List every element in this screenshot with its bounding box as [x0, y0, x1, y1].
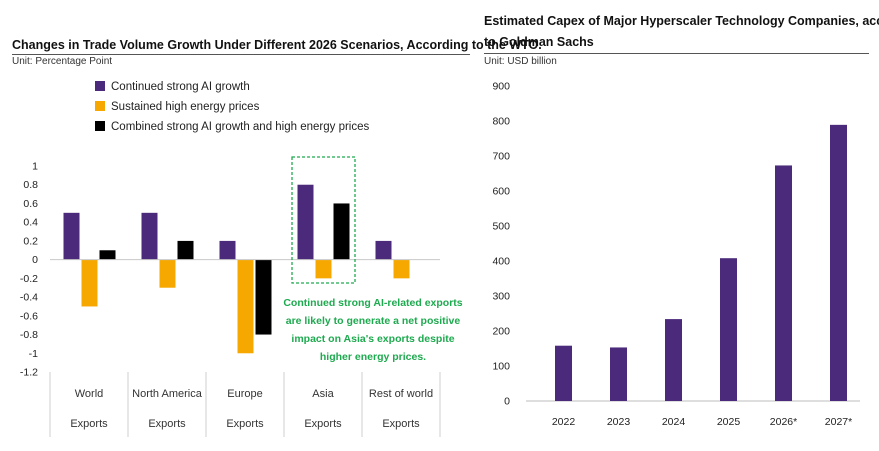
y-tick-label: 400	[492, 256, 510, 268]
x-category-label: 2023	[607, 416, 631, 428]
legend-swatch-energy-prices	[95, 100, 105, 111]
y-tick-label: -1.2	[20, 367, 38, 379]
legend-label-ai-growth: Continued strong AI growth	[111, 81, 250, 93]
bar-combined	[255, 259, 272, 335]
bar-energy-prices	[393, 259, 410, 279]
capex-bar-chart: 900 800 700 600 500 400 300 200 100 0 2022 2023 2024…	[492, 81, 860, 428]
y-tick-label: 1	[32, 161, 38, 173]
bar-capex	[665, 319, 682, 401]
y-tick-label: 300	[492, 291, 510, 303]
legend-swatch-combined	[95, 120, 105, 131]
x-category-label: Exports	[382, 418, 420, 430]
y-tick-label: -0.8	[20, 329, 38, 341]
left-title-underline	[12, 54, 470, 55]
bar-energy-prices	[159, 259, 176, 288]
y-tick-label: 600	[492, 186, 510, 198]
bar-combined	[99, 250, 116, 260]
bar-capex	[610, 347, 627, 401]
bar-capex	[720, 258, 737, 401]
y-tick-label: -1	[29, 348, 38, 360]
y-tick-label: 500	[492, 221, 510, 233]
legend-item-combined: Combined strong AI growth and high energ…	[95, 120, 370, 135]
bar-ai-growth	[63, 212, 80, 260]
bar-capex	[775, 165, 792, 401]
x-category-label: Europe	[227, 388, 262, 400]
y-tick-label: 700	[492, 151, 510, 163]
x-category-label: Exports	[70, 418, 108, 430]
bar-combined	[333, 203, 350, 260]
right-chart-title-line2: to Goldman Sachs	[484, 35, 594, 49]
y-tick-label: 0	[504, 396, 510, 408]
y-tick-label: 0.8	[23, 179, 38, 191]
x-category-label: 2025	[717, 416, 741, 428]
bar-energy-prices	[315, 259, 332, 279]
left-chart-title: Changes in Trade Volume Growth Under Dif…	[12, 38, 542, 52]
bar-capex	[555, 345, 572, 401]
trade-volume-chart-panel: Changes in Trade Volume Growth Under Dif…	[12, 38, 542, 437]
x-category-label: Rest of world	[369, 388, 433, 400]
x-category-label: North America	[132, 388, 203, 400]
asia-highlight-box	[291, 156, 356, 284]
bar-ai-growth	[297, 184, 314, 260]
x-category-label: 2027*	[825, 416, 852, 428]
trade-volume-bar-chart: 1 0.8 0.6 0.4 0.2 0 -0.2 -0.4 -0.6 -0.8 -1 -1.2 Worl…	[20, 156, 441, 437]
legend-swatch-ai-growth	[95, 80, 105, 91]
left-chart-unit: Unit: Percentage Point	[12, 56, 113, 67]
right-chart-title-line1: Estimated Capex of Major Hyperscaler Tec…	[484, 14, 879, 28]
x-category-label: 2026*	[770, 416, 797, 428]
bar-energy-prices	[237, 259, 254, 354]
legend-label-energy-prices: Sustained high energy prices	[111, 101, 260, 113]
right-title-underline	[484, 53, 869, 54]
legend-label-combined: Combined strong AI growth and high energ…	[111, 121, 370, 133]
x-category-label: Exports	[304, 418, 342, 430]
capex-chart-panel: Estimated Capex of Major Hyperscaler Tec…	[476, 0, 879, 451]
y-tick-label: -0.6	[20, 310, 38, 322]
bar-ai-growth	[219, 240, 236, 260]
right-chart-unit: Unit: USD billion	[484, 56, 557, 67]
asia-annotation-text: Continued strong AI-related exports are …	[283, 297, 463, 363]
y-tick-label: 0.6	[23, 198, 38, 210]
x-category-label: Asia	[312, 388, 334, 400]
bar-ai-growth	[375, 240, 392, 260]
y-tick-label: 800	[492, 116, 510, 128]
legend-item-ai-growth: Continued strong AI growth	[95, 80, 250, 95]
y-tick-label: -0.2	[20, 273, 38, 285]
bar-capex	[830, 124, 847, 401]
x-category-label: 2022	[552, 416, 576, 428]
y-tick-label: 900	[492, 81, 510, 93]
bar-ai-growth	[141, 212, 158, 260]
y-tick-label: 0	[32, 254, 38, 266]
legend-item-energy-prices: Sustained high energy prices	[95, 100, 260, 115]
x-category-label: Exports	[226, 418, 264, 430]
y-tick-label: 100	[492, 361, 510, 373]
x-category-label: 2024	[662, 416, 686, 428]
y-tick-label: 0.2	[23, 235, 38, 247]
bar-energy-prices	[81, 259, 98, 307]
bar-combined	[177, 240, 194, 260]
x-category-label: World	[75, 388, 104, 400]
y-tick-label: 200	[492, 326, 510, 338]
y-tick-label: -0.4	[20, 292, 38, 304]
x-category-label: Exports	[148, 418, 186, 430]
y-tick-label: 0.4	[23, 217, 38, 229]
